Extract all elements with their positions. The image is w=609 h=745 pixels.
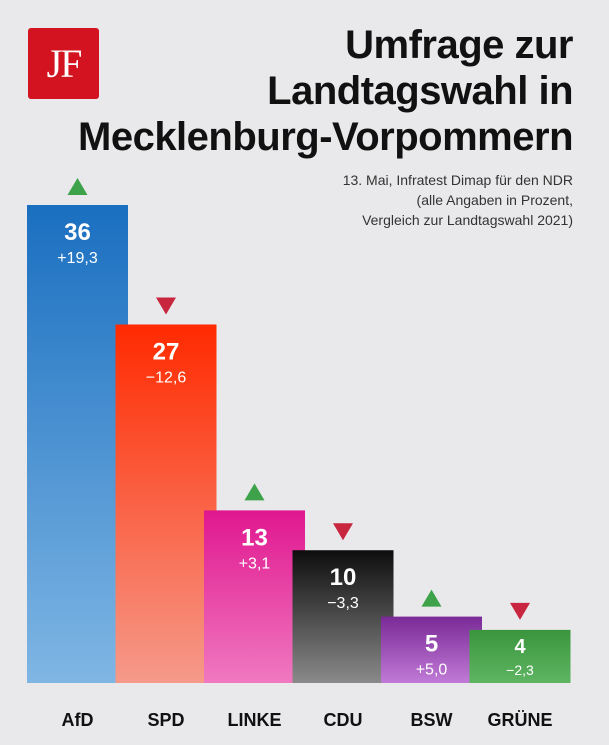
- change-label-linke: +3,1: [239, 555, 271, 572]
- change-label-spd: −12,6: [146, 370, 187, 387]
- subtitle-line-1: 13. Mai, Infratest Dimap für den NDR: [342, 172, 573, 188]
- jf-logo: JF: [28, 28, 99, 99]
- trend-down-icon-cdu: [333, 523, 353, 541]
- trend-up-icon-linke: [244, 483, 265, 501]
- bar-linke: [204, 510, 305, 683]
- bar-cdu: [292, 550, 394, 683]
- category-label-afd: AfD: [62, 710, 94, 730]
- title-line-3: Mecklenburg-Vorpommern: [78, 115, 574, 159]
- change-label-cdu: −3,3: [327, 595, 359, 612]
- value-label-grne: 4: [514, 636, 526, 658]
- value-label-bsw: 5: [425, 631, 438, 658]
- change-label-grne: −2,3: [506, 662, 534, 678]
- category-label-linke: LINKE: [228, 710, 282, 730]
- value-label-cdu: 10: [330, 564, 357, 591]
- change-label-bsw: +5,0: [416, 662, 448, 679]
- chart-title: Umfrage zur Landtagswahl in Mecklenburg-…: [13, 22, 574, 160]
- trend-up-icon-afd: [67, 178, 88, 195]
- bar-spd: [115, 324, 217, 683]
- bar-bsw: [381, 616, 482, 683]
- value-label-afd: 36: [64, 219, 91, 246]
- subtitle-line-2: (alle Angaben in Prozent,: [416, 192, 573, 208]
- subtitle-line-3: Vergleich zur Landtagswahl 2021): [362, 212, 573, 228]
- bar-afd: [27, 205, 128, 683]
- value-label-linke: 13: [241, 524, 268, 551]
- category-label-cdu: CDU: [324, 710, 363, 730]
- trend-down-icon-spd: [156, 297, 176, 315]
- trend-up-icon-bsw: [421, 589, 442, 607]
- change-label-afd: +19,3: [57, 250, 98, 267]
- value-label-spd: 27: [153, 339, 180, 366]
- bar-grne: [469, 629, 571, 683]
- title-line-2: Landtagswahl in: [267, 69, 573, 113]
- logo-text: JF: [46, 41, 83, 86]
- category-label-bsw: BSW: [411, 710, 453, 730]
- title-line-1: Umfrage zur: [345, 23, 573, 67]
- chart-subtitle: 13. Mai, Infratest Dimap für den NDR (al…: [243, 170, 573, 230]
- trend-down-icon-grne: [510, 602, 530, 620]
- category-label-spd: SPD: [147, 710, 184, 730]
- category-label-grne: GRÜNE: [487, 710, 552, 730]
